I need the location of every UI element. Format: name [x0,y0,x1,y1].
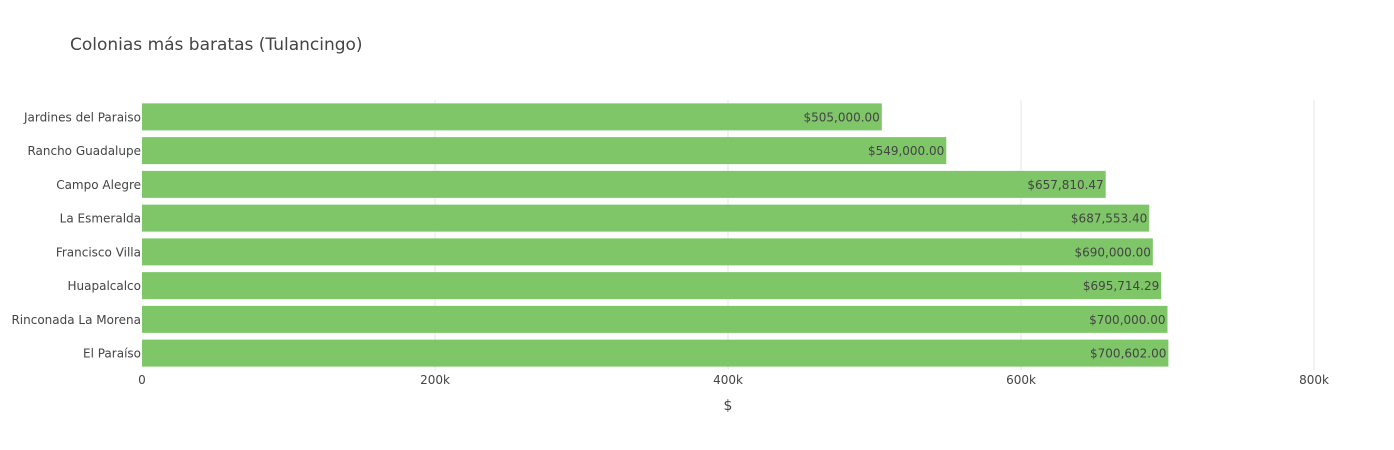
bar [142,238,1153,266]
data-label: $695,714.29 [1083,279,1159,293]
x-axis-title: $ [724,398,733,414]
x-tick-labels: 0 200k 400k 600k 800k [138,373,1329,387]
bar [142,170,1106,198]
x-tick-label: 800k [1299,373,1329,387]
data-label: $690,000.00 [1075,245,1151,259]
category-label: Jardines del Paraiso [23,110,141,124]
category-label: Rancho Guadalupe [27,144,141,158]
bars: $505,000.00 $549,000.00 $657,810.47 $687,55… [142,103,1169,367]
category-label: Huapalcalco [67,279,141,293]
x-tick-label: 600k [1006,373,1036,387]
bar [142,272,1162,300]
category-label: El Paraíso [83,347,141,361]
bar [142,339,1169,367]
data-label: $700,602.00 [1090,347,1166,361]
bar [142,305,1168,333]
x-tick-label: 0 [138,373,146,387]
data-label: $657,810.47 [1027,178,1103,192]
data-label: $700,000.00 [1089,313,1165,327]
category-label: La Esmeralda [60,212,141,226]
category-labels: Jardines del Paraiso Rancho Guadalupe Camp… [11,110,141,360]
chart-title: Colonias más baratas (Tulancingo) [70,35,363,55]
bar [142,103,882,131]
data-label: $549,000.00 [868,144,944,158]
bar [142,137,947,165]
category-label: Francisco Villa [56,245,141,259]
bar [142,204,1150,232]
x-tick-label: 200k [420,373,450,387]
data-label: $687,553.40 [1071,212,1147,226]
category-label: Campo Alegre [56,178,141,192]
data-label: $505,000.00 [803,110,879,124]
category-label: Rinconada La Morena [11,313,141,327]
x-tick-label: 400k [713,373,743,387]
